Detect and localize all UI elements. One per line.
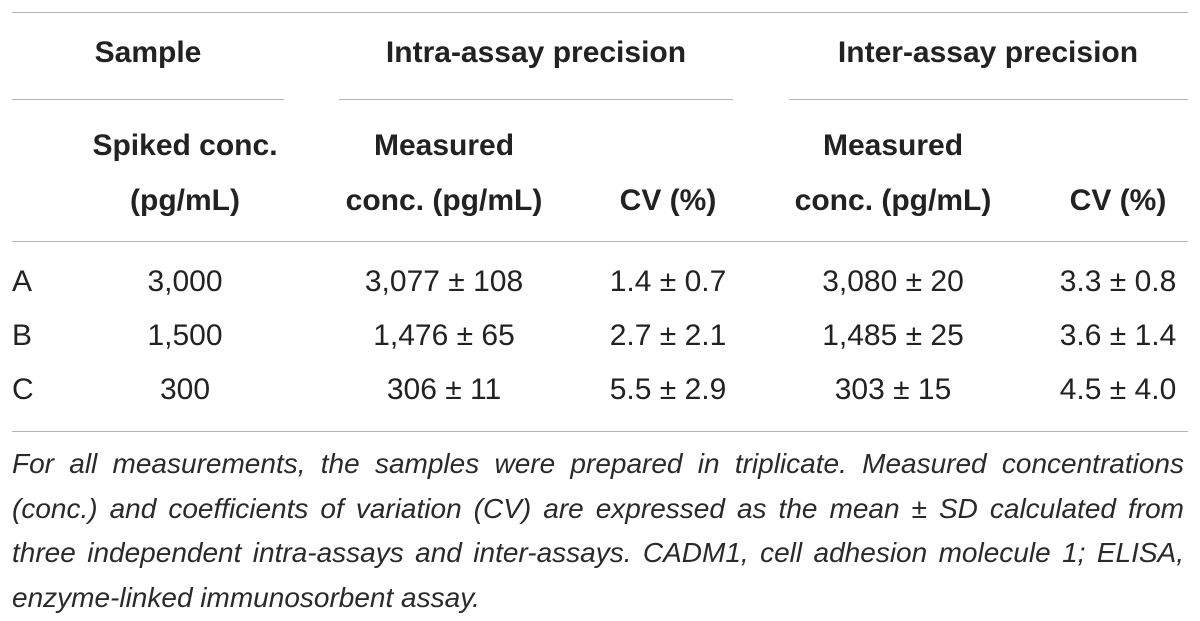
sample-group-rule — [12, 99, 284, 100]
cell-inter-cv: 3.6 ± 1.4 — [1059, 319, 1177, 352]
subheader-intra-cv: CV (%) — [619, 184, 717, 217]
cell-intra-measured: 306 ± 11 — [386, 373, 502, 406]
inter-group-rule — [789, 99, 1188, 100]
cell-inter-cv: 4.5 ± 4.0 — [1059, 373, 1177, 406]
group-header-sample: Sample — [94, 36, 202, 69]
top-rule — [12, 12, 1188, 13]
subheader-spiked-line1: Spiked conc. — [92, 129, 278, 162]
cell-intra-cv: 2.7 ± 2.1 — [609, 319, 727, 352]
table-bottom-rule — [12, 431, 1188, 432]
cell-spiked: 3,000 — [147, 265, 223, 298]
subheader-inter-measured-line1: Measured — [822, 129, 964, 162]
subheader-spiked-line2: (pg/mL) — [130, 184, 240, 217]
cell-spiked: 300 — [159, 373, 211, 406]
subheader-inter-measured-line2: conc. (pg/mL) — [794, 184, 992, 217]
group-header-intra: Intra-assay precision — [385, 36, 687, 69]
subheader-intra-measured-line1: Measured — [373, 129, 515, 162]
cell-inter-measured: 3,080 ± 20 — [822, 265, 964, 298]
cell-inter-measured: 303 ± 15 — [834, 373, 952, 406]
header-bottom-rule — [12, 241, 1188, 242]
cell-intra-cv: 5.5 ± 2.9 — [609, 373, 727, 406]
row-label: A — [12, 265, 33, 298]
group-header-inter: Inter-assay precision — [837, 36, 1139, 69]
cell-intra-measured: 1,476 ± 65 — [373, 319, 515, 352]
row-label: B — [12, 319, 33, 352]
cell-inter-measured: 1,485 ± 25 — [822, 319, 964, 352]
subheader-inter-cv: CV (%) — [1069, 184, 1167, 217]
cell-inter-cv: 3.3 ± 0.8 — [1059, 265, 1177, 298]
row-label: C — [12, 373, 34, 406]
cell-spiked: 1,500 — [147, 319, 223, 352]
table-footnote: For all measurements, the samples were p… — [12, 448, 1184, 613]
cell-intra-measured: 3,077 ± 108 — [364, 265, 524, 298]
intra-group-rule — [339, 99, 733, 100]
subheader-intra-measured-line2: conc. (pg/mL) — [345, 184, 543, 217]
cell-intra-cv: 1.4 ± 0.7 — [609, 265, 727, 298]
